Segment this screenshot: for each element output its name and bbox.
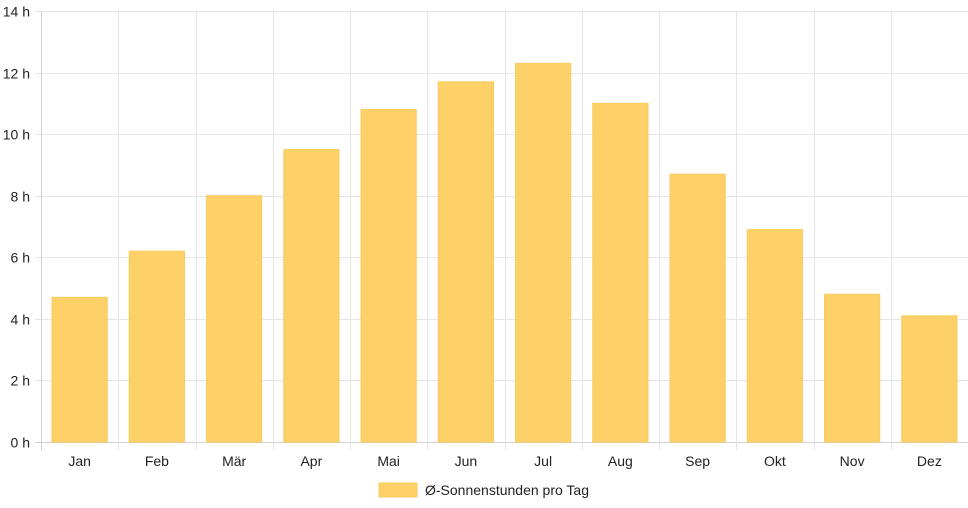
x-tick-label: Mär <box>222 453 246 469</box>
bar-jan[interactable] <box>51 296 108 443</box>
x-tick-label: Mai <box>377 453 400 469</box>
y-tick-label: 10 h <box>3 127 30 143</box>
x-tick-label: Okt <box>764 453 786 469</box>
bar-mär[interactable] <box>206 195 263 443</box>
bar-okt[interactable] <box>746 229 803 443</box>
y-tick-label: 2 h <box>11 373 30 389</box>
x-tick-label: Aug <box>608 453 633 469</box>
legend[interactable]: Ø-Sonnenstunden pro Tag <box>378 482 589 498</box>
bar-nov[interactable] <box>824 293 881 443</box>
bar-mai[interactable] <box>360 109 417 443</box>
y-tick-label: 8 h <box>11 189 30 205</box>
bar-feb[interactable] <box>128 250 185 443</box>
bar-aug[interactable] <box>592 102 649 443</box>
y-tick-label: 4 h <box>11 312 30 328</box>
axes: 0 h 2 h 4 h 6 h 8 h 10 h 12 h 14 h Jan Feb Mär Apr M… <box>3 4 942 470</box>
y-tick-label: 14 h <box>3 4 30 20</box>
bar-sep[interactable] <box>669 173 726 443</box>
x-tick-label: Feb <box>145 453 169 469</box>
y-tick-label: 0 h <box>11 435 30 451</box>
legend-label[interactable]: Ø-Sonnenstunden pro Tag <box>425 482 589 498</box>
bar-jul[interactable] <box>515 62 572 443</box>
bar-dez[interactable] <box>901 315 958 443</box>
bar-jun[interactable] <box>437 81 494 443</box>
x-tick-label: Sep <box>685 453 710 469</box>
legend-swatch[interactable] <box>378 482 418 498</box>
y-tick-label: 6 h <box>11 250 30 266</box>
x-tick-label: Apr <box>300 453 322 469</box>
y-tick-label: 12 h <box>3 66 30 82</box>
x-tick-label: Jul <box>534 453 552 469</box>
bars <box>51 62 958 443</box>
x-tick-label: Nov <box>840 453 865 469</box>
x-tick-label: Jun <box>455 453 478 469</box>
grid-lines <box>35 11 968 450</box>
bar-apr[interactable] <box>283 149 340 443</box>
x-tick-label: Dez <box>917 453 942 469</box>
x-tick-label: Jan <box>68 453 91 469</box>
